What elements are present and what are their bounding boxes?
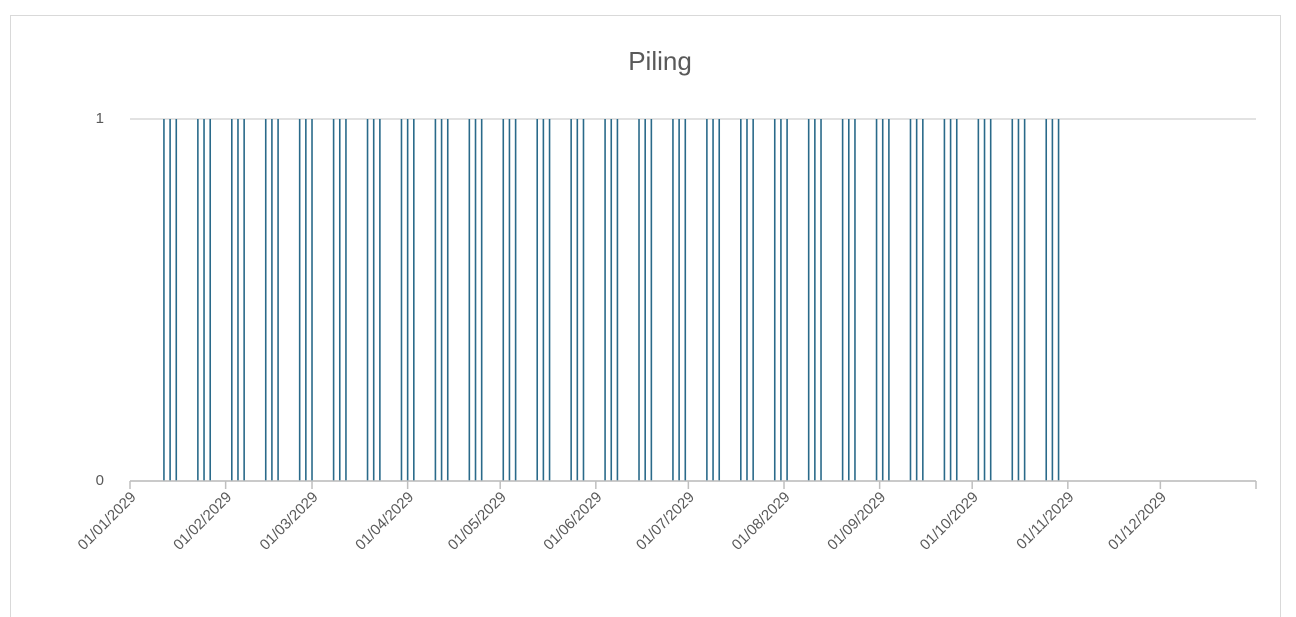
chart-title: Piling xyxy=(628,46,692,76)
y-tick-label: 0 xyxy=(96,472,104,489)
y-tick-label: 1 xyxy=(96,110,104,127)
